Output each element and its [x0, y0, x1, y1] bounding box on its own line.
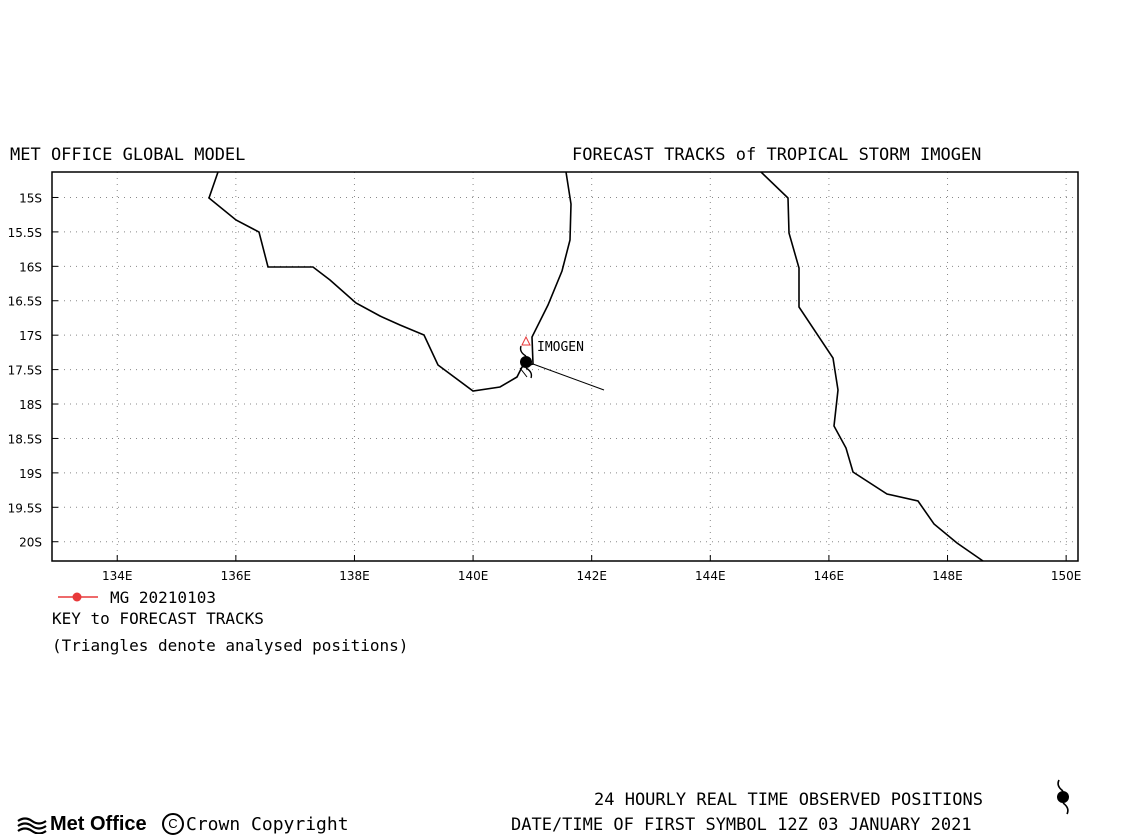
model-title: MET OFFICE GLOBAL MODEL	[10, 145, 246, 165]
analysed-position-triangle	[521, 335, 531, 346]
legend-key-title: KEY to FORECAST TRACKS	[52, 609, 264, 628]
axis-labels: 15S 15.5S 16S 16.5S 17S 17.5S 18S 18.5S 19S 19.5S…	[8, 191, 1082, 583]
coastline	[208, 171, 984, 562]
lon-tick-label: 138E	[339, 569, 370, 583]
map-frame	[51, 171, 1079, 562]
lat-tick-label: 20S	[19, 536, 42, 550]
lat-tick-label: 15.5S	[8, 226, 42, 240]
lat-tick-label: 18.5S	[8, 432, 42, 446]
copyright-text: Crown Copyright	[186, 813, 349, 835]
label-leader-line	[532, 363, 605, 391]
logo-text: Met Office	[50, 813, 147, 835]
lon-tick-label: 148E	[932, 569, 963, 583]
cyclone-symbol-arm	[1057, 779, 1064, 792]
lon-tick-label: 136E	[221, 569, 252, 583]
legend-key-note: (Triangles denote analysed positions)	[52, 636, 409, 655]
observed-symbol-arm	[525, 367, 533, 379]
forecast-track-marker	[519, 367, 528, 378]
lon-tick-label: 150E	[1051, 569, 1082, 583]
observed-symbol-arm	[519, 345, 527, 357]
lon-tick-label: 146E	[814, 569, 845, 583]
lon-tick-label: 134E	[102, 569, 133, 583]
legend-series-label: MG 20210103	[110, 588, 216, 607]
cyclone-symbol-core	[1057, 791, 1069, 803]
first-symbol-datetime: DATE/TIME OF FIRST SYMBOL 12Z 03 JANUARY…	[511, 815, 972, 835]
legend-track-dot	[72, 592, 82, 602]
met-office-logo: Met Office	[17, 813, 147, 836]
coastline-segment	[208, 171, 572, 392]
lon-tick-label: 142E	[576, 569, 607, 583]
coastline-segment	[760, 171, 984, 562]
cyclone-symbol-arm	[1062, 802, 1069, 815]
lat-tick-label: 16S	[19, 260, 42, 274]
chart-title: FORECAST TRACKS of TROPICAL STORM IMOGEN	[572, 145, 982, 165]
map-grid	[52, 172, 1078, 561]
copyright-symbol: C	[162, 813, 184, 835]
storm-name-label: IMOGEN	[537, 340, 584, 355]
lat-tick-label: 19.5S	[8, 501, 42, 515]
legend-track-symbol	[58, 592, 98, 602]
lon-tick-label: 140E	[458, 569, 489, 583]
storm-marker	[519, 335, 605, 391]
copyright: C Crown Copyright	[162, 813, 349, 835]
lon-tick-label: 144E	[695, 569, 726, 583]
cyclone-symbol-icon	[1057, 779, 1069, 815]
observed-position-symbol	[520, 356, 532, 368]
lat-tick-label: 17.5S	[8, 364, 42, 378]
met-office-wave-icon	[17, 816, 47, 834]
lat-tick-label: 15S	[19, 191, 42, 205]
lat-tick-label: 17S	[19, 329, 42, 343]
observed-positions-note: 24 HOURLY REAL TIME OBSERVED POSITIONS	[594, 790, 983, 810]
lat-tick-label: 18S	[19, 398, 42, 412]
lat-tick-label: 16.5S	[8, 295, 42, 309]
lat-tick-label: 19S	[19, 467, 42, 481]
